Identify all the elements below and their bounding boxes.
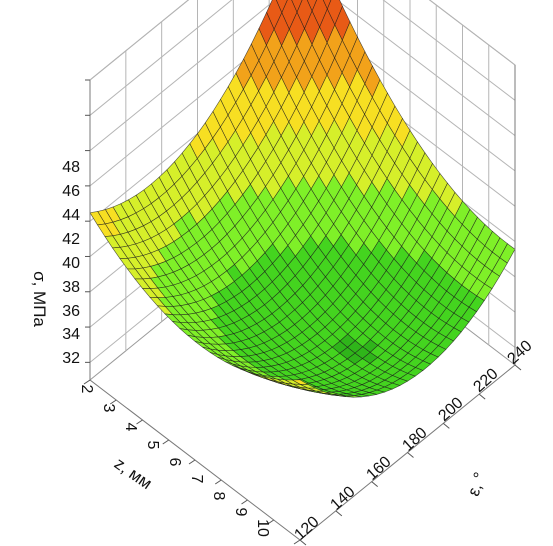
x-tick-label: 5 bbox=[144, 441, 161, 450]
y-tick-label: 220 bbox=[470, 365, 501, 396]
z-tick-label: 34 bbox=[62, 326, 80, 343]
y-tick-label: 180 bbox=[399, 424, 430, 455]
response-surface bbox=[89, 0, 516, 398]
x-tick-mark bbox=[109, 399, 117, 405]
x-axis-label: z, мм bbox=[111, 454, 156, 493]
z-tick-label: 38 bbox=[62, 279, 80, 296]
y-tick-mark bbox=[478, 393, 486, 400]
x-tick-mark bbox=[188, 459, 196, 465]
z-tick-label: 40 bbox=[62, 255, 80, 272]
x-tick-mark bbox=[293, 539, 301, 545]
x-tick-label: 9 bbox=[232, 508, 249, 517]
surface-cell bbox=[291, 379, 309, 385]
y-tick-mark bbox=[443, 422, 450, 429]
y-tick-label: 120 bbox=[291, 513, 322, 544]
y-tick-mark bbox=[371, 481, 378, 488]
chart-frame bbox=[83, 65, 522, 546]
z-tick-label: 48 bbox=[62, 159, 80, 176]
x-axis-ticks: 2 3 4 5 6 7 8 9 10 bbox=[78, 385, 271, 537]
z-tick-label: 32 bbox=[62, 350, 80, 367]
x-tick-label: 4 bbox=[122, 423, 139, 432]
z-axis-label: σ, МПа bbox=[30, 271, 49, 327]
z-tick-label: 36 bbox=[62, 303, 80, 320]
z-axis-ticks: 32 34 36 38 40 42 44 46 48 bbox=[62, 159, 80, 367]
y-tick-mark bbox=[407, 452, 414, 458]
x-tick-mark bbox=[136, 419, 143, 425]
y-tick-label: 200 bbox=[435, 394, 466, 425]
x-tick-mark bbox=[267, 519, 275, 525]
x-tick-mark bbox=[162, 439, 170, 445]
x-tick-label: 6 bbox=[166, 458, 183, 467]
y-tick-label: 160 bbox=[363, 453, 394, 484]
z-tick-label: 42 bbox=[62, 231, 80, 248]
x-tick-mark bbox=[83, 379, 91, 385]
y-tick-label: 140 bbox=[327, 483, 358, 514]
x-tick-label: 7 bbox=[188, 475, 205, 484]
x-tick-label: 3 bbox=[100, 404, 117, 413]
x-tick-label: 8 bbox=[210, 492, 227, 501]
x-tick-label: 2 bbox=[78, 385, 95, 394]
y-tick-mark bbox=[514, 364, 522, 371]
y-tick-mark bbox=[299, 539, 307, 546]
y-axis-label: ε, ° bbox=[464, 470, 490, 499]
z-tick-label: 44 bbox=[62, 207, 80, 224]
x-tick-label: 10 bbox=[254, 519, 271, 537]
y-tick-mark bbox=[335, 510, 343, 517]
x-tick-mark bbox=[214, 479, 222, 485]
x-tick-mark bbox=[241, 499, 248, 505]
z-tick-label: 46 bbox=[62, 183, 80, 200]
